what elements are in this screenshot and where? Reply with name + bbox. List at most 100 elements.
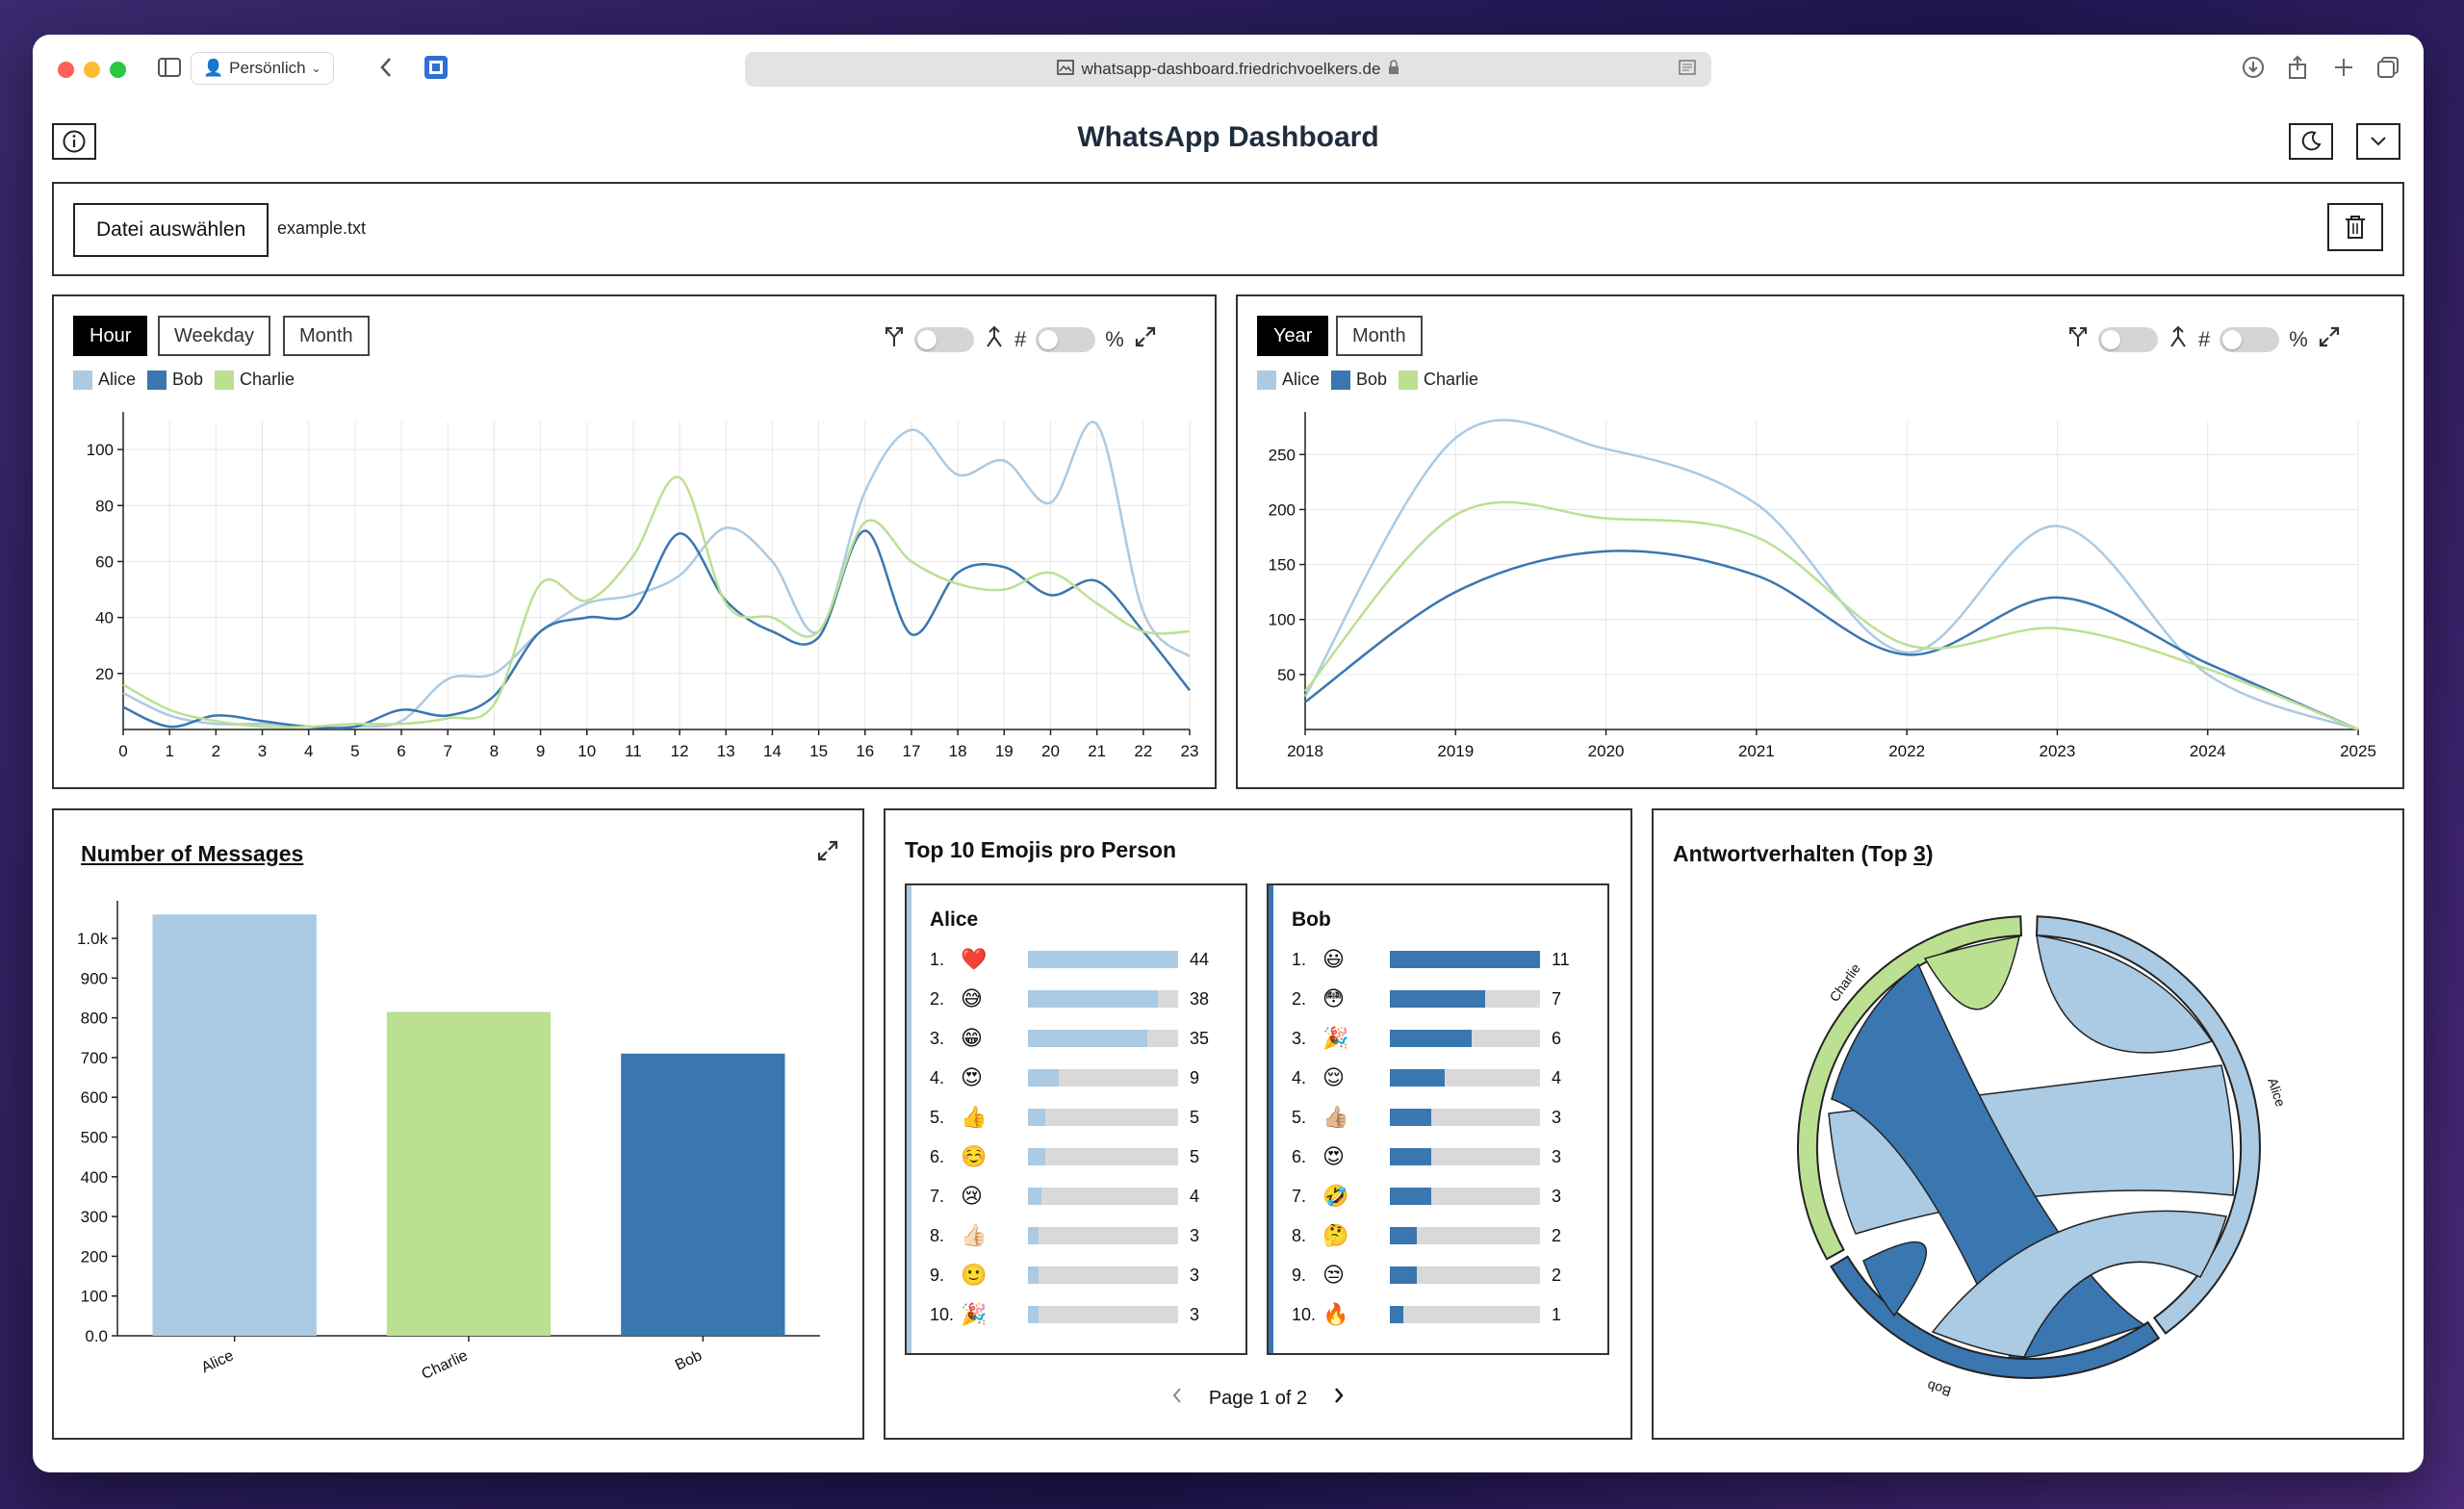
emoji-bar-track: [1390, 1306, 1540, 1323]
y-tick-label: 900: [81, 969, 108, 987]
series-line-alice: [122, 421, 1191, 729]
y-tick-label: 80: [95, 497, 114, 515]
address-bar[interactable]: whatsapp-dashboard.friedrichvoelkers.de: [745, 52, 1711, 87]
emoji-glyph: 😌: [1322, 1065, 1345, 1090]
merge-icon: [984, 325, 1005, 354]
x-tick-label: 12: [671, 742, 689, 760]
x-tick-label: 8: [490, 742, 499, 760]
emoji-panel: Top 10 Emojis pro Person Alice 1. ❤️ 44 2. 😅 3…: [884, 808, 1632, 1440]
emoji-bar-fill: [1390, 1306, 1404, 1323]
x-tick-label: 10: [578, 742, 596, 760]
series-line-bob: [122, 529, 1191, 729]
x-tick-label: Alice: [199, 1347, 237, 1376]
split-toggle[interactable]: [2098, 327, 2158, 352]
bar-alice: [152, 914, 317, 1336]
year-chart-legend: Alice Bob Charlie: [1257, 370, 1478, 390]
emoji-row: 1. 😃 11: [1292, 945, 1570, 974]
tab-year-month[interactable]: Month: [1336, 316, 1423, 356]
emoji-bar-track: [1390, 951, 1540, 968]
emoji-row: 6. 😍 3: [1292, 1142, 1561, 1171]
percent-toggle[interactable]: [2220, 327, 2280, 352]
sidebar-toggle-icon[interactable]: [152, 52, 187, 83]
tab-year[interactable]: Year: [1257, 316, 1329, 356]
delete-file-button[interactable]: [2327, 203, 2383, 251]
download-icon[interactable]: [2237, 52, 2270, 83]
info-button[interactable]: [52, 123, 96, 160]
x-tick-label: Bob: [673, 1347, 705, 1373]
x-tick-label: Charlie: [420, 1347, 471, 1383]
extension-icon[interactable]: [420, 52, 452, 83]
tab-weekday[interactable]: Weekday: [158, 316, 271, 356]
emoji-bar-track: [1390, 1227, 1540, 1244]
emoji-rank: 2.: [1292, 988, 1307, 1009]
emoji-count: 3: [1190, 1225, 1200, 1245]
emoji-glyph: 😳: [1322, 986, 1345, 1011]
emoji-rank: 6.: [930, 1146, 945, 1166]
next-page-icon[interactable]: [1332, 1386, 1346, 1411]
reader-icon[interactable]: [1679, 59, 1696, 80]
close-window-button[interactable]: [58, 62, 74, 78]
emoji-bar-track: [1028, 1030, 1178, 1047]
profile-button[interactable]: 👤 Persönlich ⌄: [191, 52, 334, 85]
x-tick-label: 23: [1181, 742, 1199, 760]
expand-icon[interactable]: [1134, 325, 1157, 354]
tab-hour[interactable]: Hour: [73, 316, 148, 356]
reply-chord-diagram: Alice Bob Charlie: [1797, 915, 2289, 1399]
info-icon: [63, 130, 86, 153]
tab-month[interactable]: Month: [283, 316, 370, 356]
tab-overview-icon[interactable]: [2372, 52, 2404, 83]
chevron-down-icon: [2371, 137, 2386, 146]
minimize-window-button[interactable]: [84, 62, 100, 78]
window-controls: [58, 62, 126, 78]
x-tick-label: 2024: [2190, 742, 2226, 760]
emoji-count: 6: [1552, 1028, 1562, 1048]
year-activity-panel: Year Month Alice Bob Charlie # % 50 100 15…: [1236, 294, 2404, 789]
emoji-bar-fill: [1028, 1109, 1045, 1126]
dark-mode-button[interactable]: [2289, 123, 2333, 160]
chord-ribbon-alice-self: [2036, 934, 2214, 1054]
choose-file-button[interactable]: Datei auswählen: [73, 203, 270, 257]
emoji-rank: 8.: [1292, 1225, 1307, 1245]
emoji-bar-track: [1028, 990, 1178, 1008]
emoji-bar-fill: [1028, 1188, 1042, 1205]
emoji-count: 3: [1552, 1186, 1562, 1206]
emoji-bar-fill: [1390, 1266, 1418, 1284]
emoji-count: 44: [1190, 949, 1210, 969]
emoji-glyph: 😒: [1322, 1263, 1345, 1288]
emoji-glyph: 🎉: [961, 1302, 988, 1327]
y-tick-label: 400: [81, 1168, 108, 1187]
x-tick-label: 14: [763, 742, 782, 760]
back-icon[interactable]: [372, 52, 400, 83]
expand-icon[interactable]: [816, 839, 839, 867]
new-tab-icon[interactable]: [2327, 52, 2360, 83]
y-tick-label: 800: [81, 1010, 108, 1028]
emoji-bar-fill: [1028, 1069, 1059, 1087]
y-tick-label: 300: [81, 1208, 108, 1226]
emoji-glyph: 😢: [961, 1184, 983, 1209]
x-tick-label: 2022: [1888, 742, 1925, 760]
prev-page-icon[interactable]: [1170, 1386, 1184, 1411]
emoji-rank: 9.: [1292, 1265, 1307, 1285]
emoji-row: 7. 😢 4: [930, 1182, 1199, 1211]
x-tick-label: 4: [304, 742, 313, 760]
emoji-bar-fill: [1390, 951, 1540, 968]
maximize-window-button[interactable]: [110, 62, 126, 78]
emoji-count: 7: [1552, 988, 1562, 1009]
share-icon[interactable]: [2281, 52, 2314, 83]
emoji-glyph: 😍: [1322, 1144, 1345, 1169]
chord-arc-charlie: [1797, 915, 2023, 1261]
expand-icon[interactable]: [2318, 325, 2341, 354]
time-activity-panel: Hour Weekday Month Alice Bob Charlie # %…: [52, 294, 1217, 789]
chord-arc-alice: [2035, 915, 2261, 1335]
page-indicator: Page 1 of 2: [1208, 1387, 1308, 1409]
split-toggle[interactable]: [914, 327, 974, 352]
percent-toggle[interactable]: [1036, 327, 1096, 352]
legend-charlie: Charlie: [215, 370, 295, 390]
emoji-bar-track: [1390, 1266, 1540, 1284]
emoji-card-bob: Bob 1. 😃 11 2. 😳 7 3. 🎉 6 4. 😌 4 5. 👍🏼 3 6. 😍 3 7. 🤣 3 8. 🤔 2 9. 😒…: [1267, 883, 1609, 1355]
emoji-rank: 4.: [1292, 1067, 1307, 1087]
card-accent: [907, 885, 911, 1353]
time-chart-controls: # %: [884, 325, 1157, 354]
y-tick-label: 50: [1277, 666, 1296, 684]
menu-dropdown-button[interactable]: [2356, 123, 2400, 160]
